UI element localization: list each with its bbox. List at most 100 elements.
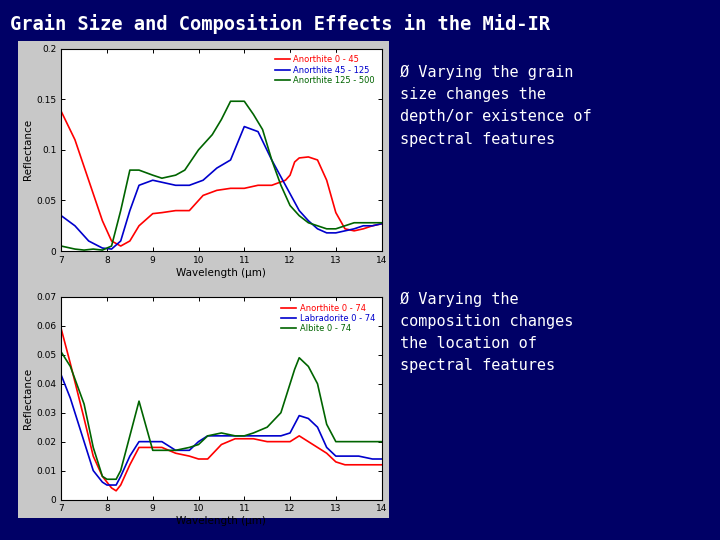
Anorthite 125 - 500: [57, 243, 66, 249]
Albite 0 - 74: [158, 447, 166, 454]
Anorthite 45 - 125: [368, 222, 377, 229]
Anorthite 0 - 45: [290, 159, 299, 165]
Albite 0 - 74: [103, 476, 112, 483]
Anorthite 45 - 125: [84, 238, 93, 244]
Anorthite 45 - 125: [212, 165, 221, 171]
Anorthite 125 - 500: [313, 222, 322, 229]
Anorthite 0 - 74: [249, 435, 258, 442]
Anorthite 45 - 125: [226, 157, 235, 163]
Albite 0 - 74: [368, 438, 377, 445]
Anorthite 0 - 74: [185, 453, 194, 460]
Anorthite 0 - 45: [341, 226, 349, 232]
Albite 0 - 74: [323, 421, 331, 428]
Line: Anorthite 125 - 500: Anorthite 125 - 500: [61, 102, 382, 250]
Anorthite 0 - 45: [117, 243, 125, 249]
Albite 0 - 74: [66, 363, 75, 370]
Labradorite 0 - 74: [231, 433, 240, 439]
Text: Grain Size and Composition Effects in the Mid-IR: Grain Size and Composition Effects in th…: [10, 14, 550, 33]
Albite 0 - 74: [148, 447, 157, 454]
Anorthite 0 - 74: [295, 433, 304, 439]
Anorthite 0 - 45: [84, 177, 93, 184]
Albite 0 - 74: [171, 447, 180, 454]
Albite 0 - 74: [249, 430, 258, 436]
Albite 0 - 74: [231, 433, 240, 439]
Anorthite 0 - 74: [57, 326, 66, 332]
Anorthite 45 - 125: [295, 207, 304, 214]
Albite 0 - 74: [185, 444, 194, 451]
Anorthite 0 - 74: [80, 415, 89, 422]
Anorthite 45 - 125: [125, 207, 134, 214]
X-axis label: Wavelength (μm): Wavelength (μm): [176, 268, 266, 278]
Albite 0 - 74: [217, 430, 226, 436]
Anorthite 45 - 125: [267, 157, 276, 163]
Labradorite 0 - 74: [276, 433, 285, 439]
Albite 0 - 74: [107, 476, 116, 483]
Anorthite 0 - 74: [377, 462, 386, 468]
Anorthite 0 - 74: [148, 444, 157, 451]
Anorthite 0 - 74: [304, 438, 312, 445]
Anorthite 125 - 500: [331, 226, 340, 232]
Anorthite 0 - 74: [171, 450, 180, 456]
Anorthite 45 - 125: [158, 179, 166, 185]
Anorthite 125 - 500: [249, 111, 258, 118]
Labradorite 0 - 74: [107, 482, 116, 488]
Anorthite 0 - 74: [354, 462, 363, 468]
Anorthite 125 - 500: [295, 212, 304, 219]
Anorthite 0 - 74: [117, 482, 125, 488]
Line: Labradorite 0 - 74: Labradorite 0 - 74: [61, 375, 382, 485]
Anorthite 125 - 500: [217, 116, 226, 123]
Anorthite 125 - 500: [226, 98, 235, 105]
Anorthite 0 - 45: [281, 177, 289, 184]
Albite 0 - 74: [341, 438, 349, 445]
Anorthite 125 - 500: [350, 219, 359, 226]
Anorthite 125 - 500: [98, 247, 107, 253]
Labradorite 0 - 74: [240, 433, 248, 439]
Anorthite 0 - 45: [212, 187, 221, 193]
Anorthite 0 - 45: [148, 211, 157, 217]
Anorthite 125 - 500: [194, 146, 203, 153]
Anorthite 45 - 125: [313, 226, 322, 232]
Labradorite 0 - 74: [117, 473, 125, 480]
Line: Anorthite 0 - 74: Anorthite 0 - 74: [61, 329, 382, 491]
Albite 0 - 74: [203, 433, 212, 439]
Anorthite 45 - 125: [199, 177, 207, 184]
Anorthite 125 - 500: [181, 167, 189, 173]
Anorthite 125 - 500: [80, 247, 89, 253]
Labradorite 0 - 74: [331, 453, 340, 460]
Anorthite 0 - 45: [350, 227, 359, 234]
Anorthite 125 - 500: [377, 219, 386, 226]
Anorthite 0 - 45: [313, 157, 322, 163]
Anorthite 0 - 45: [240, 185, 248, 192]
Labradorite 0 - 74: [125, 453, 134, 460]
Labradorite 0 - 74: [341, 453, 349, 460]
Anorthite 0 - 45: [171, 207, 180, 214]
Albite 0 - 74: [135, 398, 143, 404]
Anorthite 45 - 125: [304, 218, 312, 224]
Albite 0 - 74: [240, 433, 248, 439]
Albite 0 - 74: [80, 401, 89, 407]
Anorthite 125 - 500: [158, 175, 166, 181]
Anorthite 45 - 125: [253, 129, 262, 135]
Anorthite 125 - 500: [171, 172, 180, 178]
Labradorite 0 - 74: [135, 438, 143, 445]
Anorthite 45 - 125: [107, 246, 116, 252]
Albite 0 - 74: [89, 444, 97, 451]
Y-axis label: Reflectance: Reflectance: [24, 119, 33, 180]
Anorthite 0 - 74: [331, 458, 340, 465]
Anorthite 45 - 125: [98, 245, 107, 251]
Anorthite 125 - 500: [341, 222, 349, 229]
Text: Ø Varying the
composition changes
the location of
spectral features: Ø Varying the composition changes the lo…: [400, 292, 573, 374]
Albite 0 - 74: [98, 473, 107, 480]
Anorthite 0 - 45: [331, 210, 340, 216]
Labradorite 0 - 74: [304, 415, 312, 422]
Anorthite 125 - 500: [368, 219, 377, 226]
Labradorite 0 - 74: [313, 424, 322, 430]
Anorthite 125 - 500: [258, 126, 267, 133]
Anorthite 0 - 45: [135, 222, 143, 229]
Labradorite 0 - 74: [194, 438, 203, 445]
Anorthite 0 - 74: [194, 456, 203, 462]
Albite 0 - 74: [290, 366, 299, 373]
Albite 0 - 74: [295, 354, 304, 361]
Line: Albite 0 - 74: Albite 0 - 74: [61, 352, 382, 480]
Anorthite 0 - 74: [341, 462, 349, 468]
